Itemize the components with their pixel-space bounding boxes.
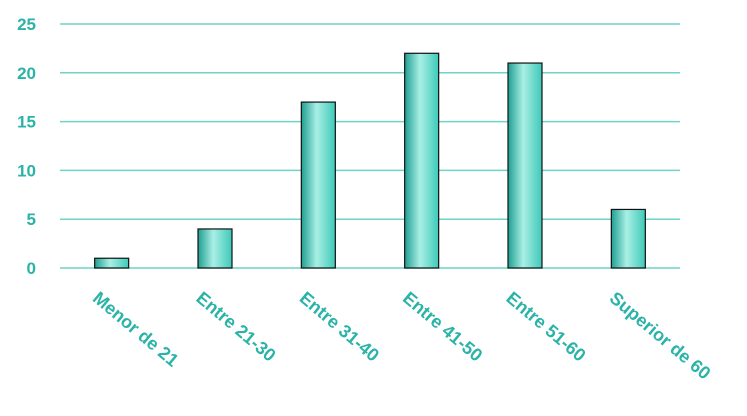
bar xyxy=(404,52,440,269)
gridlines xyxy=(60,23,680,269)
bar xyxy=(197,228,233,269)
bar xyxy=(94,257,130,269)
y-tick-label: 5 xyxy=(27,210,36,229)
bars xyxy=(94,52,646,269)
y-tick-label: 0 xyxy=(27,259,36,278)
y-axis-tick-labels: 0 5 10 15 20 25 xyxy=(17,15,36,278)
x-axis-category-labels: Menor de 21 Entre 21-30 Entre 31-40 Entre 4… xyxy=(89,288,714,384)
y-tick-label: 25 xyxy=(17,15,36,34)
y-tick-label: 15 xyxy=(17,113,36,132)
x-category-label: Entre 21-30 xyxy=(192,288,279,366)
x-category-label: Menor de 21 xyxy=(89,288,182,371)
y-tick-label: 10 xyxy=(17,161,36,180)
x-category-label: Entre 41-50 xyxy=(399,288,486,366)
y-tick-label: 20 xyxy=(17,64,36,83)
bar xyxy=(610,208,646,269)
bar xyxy=(507,62,543,269)
bar xyxy=(300,101,336,269)
x-category-label: Entre 31-40 xyxy=(296,288,383,366)
x-category-label: Superior de 60 xyxy=(606,288,715,384)
x-category-label: Entre 51-60 xyxy=(502,288,589,366)
